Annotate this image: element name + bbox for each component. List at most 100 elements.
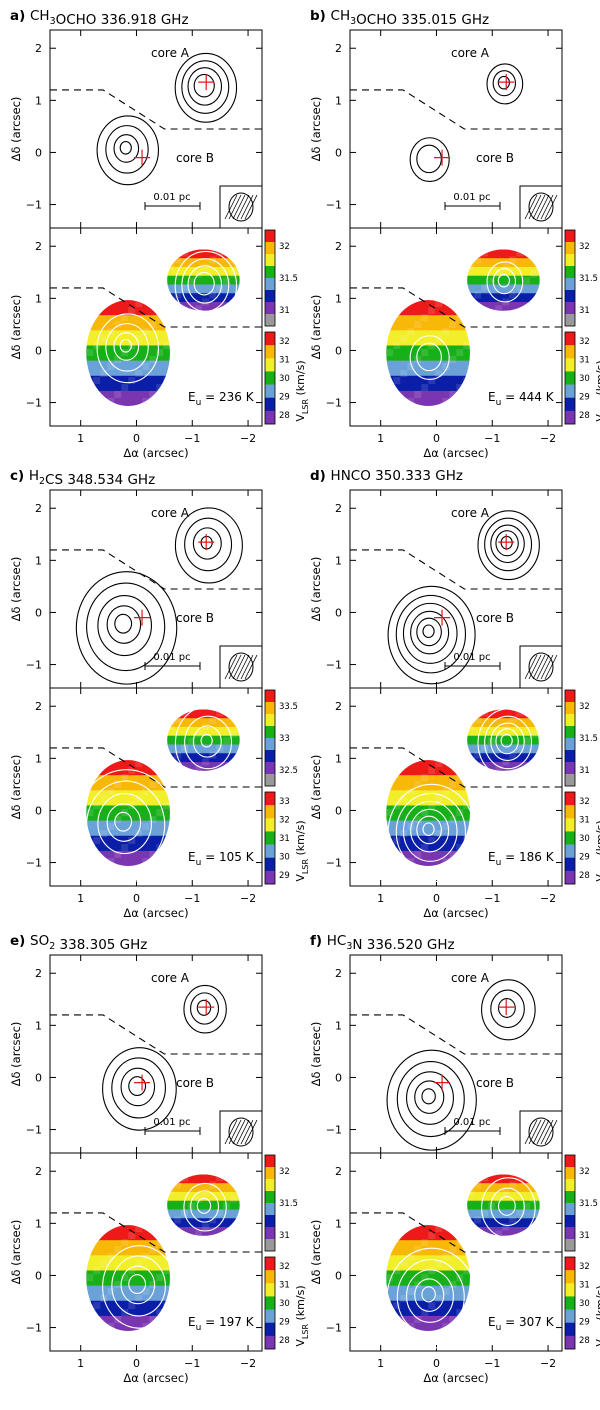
colorbar-a-segment [565,242,575,255]
colorbar-b-tick-label: 31 [579,816,590,826]
colorbar-b-tick-label: 31 [279,356,290,366]
velocity-band [86,790,170,806]
colorbar-b-segment [265,792,275,806]
velocity-pixel [86,349,94,357]
velocity-pixel [474,716,482,724]
core-b-contour [128,1076,147,1097]
velocity-band [467,744,540,754]
core-a-contour-white [183,1182,227,1232]
colorbar-a-tick-label: 31.5 [279,1199,298,1209]
colorbar-b-frame [564,331,576,425]
velocity-pixel [463,307,470,315]
velocity-pixel [93,1302,101,1310]
velocity-pixel [509,751,517,759]
beam-hatch [524,194,538,220]
core-a-contour-white [192,725,222,758]
beam-hatch [528,194,542,220]
velocity-pixel [467,263,475,271]
beam-hatch [232,1119,246,1145]
velocity-pixel [230,1230,238,1236]
velocity-band [467,735,540,745]
core-a-contour-white [497,273,510,288]
core-b-contour-white [86,780,166,870]
velocity-pixel [195,305,203,311]
colorbar-b-segment [565,805,575,819]
velocity-band [467,718,540,728]
velocity-pixel [195,1230,203,1236]
velocity-band [167,718,240,728]
velocity-pixel [163,1232,170,1240]
y-axis-label: Δδ (arcsec) [309,295,323,360]
x-tick-label: −1 [184,1357,200,1370]
core-b-contour [409,137,450,183]
colorbar-a-tick-label: 31.5 [579,734,598,744]
beam-hatch [244,194,258,220]
velocity-pixel [407,363,415,371]
y-tick-label: 0 [35,1269,42,1282]
beam-ellipse [528,1117,554,1147]
colorbar-b-tick-label: 28 [279,1336,290,1346]
core-b-contour [405,1071,454,1125]
velocity-band [467,275,540,285]
core-a-contour [193,73,215,98]
y-tick-label: 2 [35,42,42,55]
colorbar-a-segment [265,1239,275,1252]
colorbar-a-segment [265,1167,275,1180]
beam-hatch [540,194,554,220]
velocity-pixel [149,781,157,789]
dashed-boundary [350,1014,562,1055]
velocity-pixel [135,830,143,838]
beam-hatch [536,1119,550,1145]
velocity-pixel [156,314,164,322]
velocity-pixel [237,1223,240,1231]
core-b-contour-white [128,1274,147,1295]
velocity-pixel [474,751,482,759]
velocity-pixel [128,1302,136,1310]
velocity-band [167,744,240,754]
colorbar-a-segment [565,290,575,303]
x-tick-label: −1 [484,892,500,905]
x-axis-label: Δα (arcsec) [423,446,488,460]
colorbar-b-tick-label: 29 [579,852,590,862]
velocity-band [167,1174,240,1184]
velocity-pixel [414,851,422,859]
velocity-pixel [428,377,436,385]
velocity-pixel [407,328,415,336]
velocity-pixel [421,349,429,357]
plot-frame [349,1152,563,1352]
x-tick-label: 0 [133,432,140,445]
velocity-pixel [463,802,470,810]
velocity-pixel [86,384,94,392]
velocity-pixel [149,321,157,329]
velocity-band [167,302,240,311]
velocity-band [167,762,240,771]
beam-hatch [544,1119,558,1145]
core-b-contour-white [96,313,160,384]
velocity-pixel [442,363,450,371]
velocity-pixel [156,1239,164,1247]
velocity-pixel [209,716,217,724]
velocity-band [86,835,170,852]
velocity-pixel [174,751,182,759]
colorbar-b-tick-label: 28 [279,411,290,421]
colorbar-b-segment [265,332,275,346]
velocity-pixel [195,765,203,771]
velocity-pixel [114,781,122,789]
velocity-map [467,1174,540,1236]
core-a-contour-white [196,1197,212,1214]
velocity-pixel [128,837,136,845]
core-a-contour-white [486,261,524,303]
colorbar-a-tick-label: 31 [579,766,590,776]
velocity-pixel [107,823,115,831]
velocity-pixel [100,865,108,867]
colorbar-b-segment [265,1257,275,1271]
core-a-contour-white [484,715,533,770]
colorbar-a-segment [265,726,275,739]
core-a-contour-white [495,728,519,755]
y-tick-label: 0 [335,1269,342,1282]
colorbar-a-segment [265,714,275,727]
velocity-band [167,266,240,277]
velocity-pixel [523,277,531,285]
beam-hatch [232,194,246,220]
velocity-pixel [167,758,175,766]
